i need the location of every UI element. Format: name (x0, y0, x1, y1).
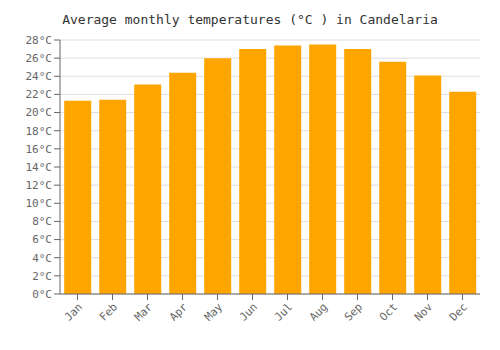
svg-text:24°C: 24°C (26, 70, 53, 83)
svg-text:6°C: 6°C (32, 233, 52, 246)
html-text:Average monthly temperatures (: Average monthly temperatures (°C ) in Ca… (62, 12, 438, 27)
svg-text:28°C: 28°C (26, 34, 53, 47)
svg-text:22°C: 22°C (26, 88, 53, 101)
svg-text:12°C: 12°C (26, 179, 53, 192)
svg-text:18°C: 18°C (26, 125, 53, 138)
svg-text:14°C: 14°C (26, 161, 53, 174)
svg-text:Dec: Dec (447, 300, 470, 323)
svg-text:2°C: 2°C (32, 270, 52, 283)
svg-text:Sep: Sep (342, 300, 365, 323)
svg-text:Apr: Apr (167, 300, 191, 324)
svg-text:Aug: Aug (307, 300, 330, 323)
svg-text:Mar: Mar (132, 300, 156, 324)
svg-text:Feb: Feb (97, 300, 120, 323)
svg-text:26°C: 26°C (26, 52, 53, 65)
svg-text:Nov: Nov (412, 300, 436, 324)
svg-text:20°C: 20°C (26, 106, 53, 119)
svg-text:8°C: 8°C (32, 215, 52, 228)
svg-text:May: May (202, 300, 226, 324)
svg-text:4°C: 4°C (32, 252, 52, 265)
svg-text:16°C: 16°C (26, 143, 53, 156)
svg-text:Jul: Jul (272, 300, 295, 323)
svg-text:Jun: Jun (237, 300, 260, 323)
svg-text:Oct: Oct (377, 300, 400, 323)
svg-text:10°C: 10°C (26, 197, 53, 210)
svg-text:Jan: Jan (62, 300, 85, 323)
svg-text:0°C: 0°C (32, 288, 52, 301)
